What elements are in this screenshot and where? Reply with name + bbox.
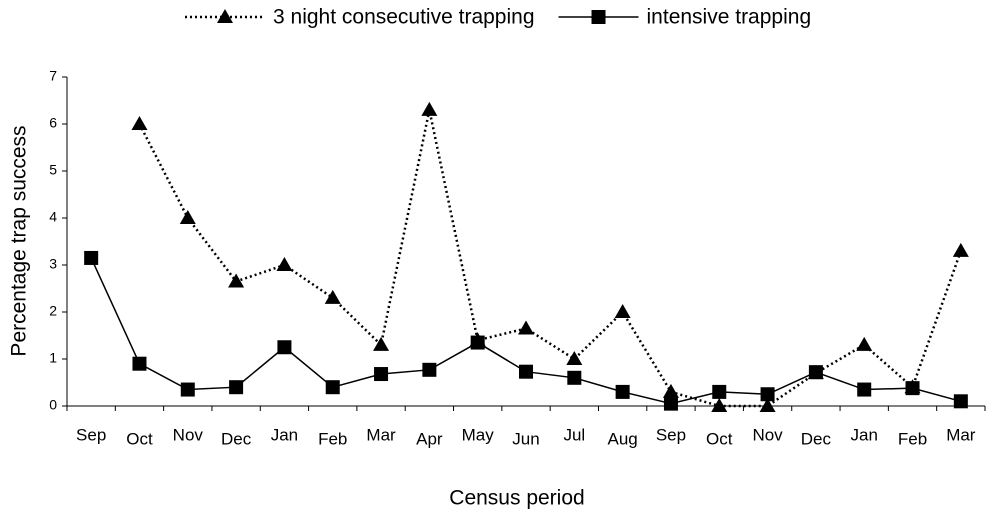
marker-triangle — [566, 351, 583, 365]
x-tick-label: Feb — [318, 429, 347, 448]
marker-square — [180, 382, 195, 397]
series-line — [138, 109, 963, 408]
marker-triangle — [421, 101, 438, 116]
x-tick-label: Dec — [221, 429, 252, 448]
marker-triangle — [131, 116, 148, 130]
x-tick-label: Nov — [173, 425, 204, 444]
marker-square — [277, 340, 292, 355]
x-tick-label: Aug — [608, 429, 638, 448]
x-tick-label: Feb — [898, 429, 927, 448]
x-tick-label: Mar — [366, 425, 396, 444]
y-tick-label: 1 — [49, 350, 57, 366]
x-tick-label: Sep — [656, 425, 686, 444]
y-tick-label: 0 — [49, 397, 57, 413]
marker-triangle — [217, 9, 233, 23]
marker-triangle — [179, 210, 196, 224]
legend-label: 3 night consecutive trapping — [273, 6, 535, 29]
y-tick-label: 4 — [49, 209, 57, 225]
y-tick-label: 7 — [49, 68, 57, 84]
marker-square — [953, 394, 968, 409]
marker-triangle — [711, 398, 728, 412]
y-tick-label: 6 — [49, 115, 57, 131]
marker-triangle — [324, 289, 341, 304]
x-tick-label: May — [462, 425, 495, 444]
marker-square — [422, 362, 437, 377]
marker-square — [905, 381, 920, 396]
marker-square — [857, 382, 872, 397]
x-tick-label: Dec — [801, 429, 832, 448]
marker-square — [374, 367, 389, 382]
marker-square — [84, 250, 99, 265]
marker-square — [325, 380, 340, 395]
marker-square — [591, 10, 606, 24]
x-tick-label: Jul — [563, 425, 585, 444]
y-axis-label: Percentage trap success — [8, 125, 31, 356]
marker-square — [519, 364, 533, 379]
x-tick-label: Apr — [416, 429, 443, 448]
marker-square — [567, 370, 582, 385]
marker-triangle — [662, 383, 679, 398]
y-tick-label: 3 — [49, 256, 57, 272]
marker-triangle — [518, 320, 534, 335]
marker-square — [132, 356, 147, 371]
marker-square — [760, 387, 775, 402]
marker-square — [808, 365, 823, 380]
marker-triangle — [952, 242, 969, 257]
marker-square — [615, 384, 630, 399]
y-tick-label: 5 — [49, 162, 57, 178]
x-tick-label: Nov — [752, 425, 783, 444]
marker-square — [470, 335, 485, 350]
marker-square — [712, 384, 727, 399]
x-tick-label: Mar — [946, 425, 976, 444]
marker-triangle — [228, 273, 245, 288]
x-tick-label: Oct — [706, 429, 733, 448]
marker-triangle — [759, 398, 776, 412]
y-tick-label: 2 — [49, 303, 57, 319]
marker-triangle — [614, 304, 631, 318]
x-tick-label: Oct — [126, 429, 153, 448]
marker-square — [229, 380, 244, 395]
x-tick-label: Jan — [271, 425, 298, 444]
marker-triangle — [276, 257, 293, 271]
marker-square — [663, 396, 678, 411]
x-tick-label: Sep — [76, 425, 106, 444]
x-tick-label: Jun — [512, 429, 539, 448]
marker-triangle — [373, 336, 390, 351]
x-tick-label: Jan — [850, 425, 877, 444]
legend-label: intensive trapping — [647, 6, 812, 29]
x-axis-label: Census period — [449, 487, 584, 510]
marker-triangle — [856, 336, 873, 351]
